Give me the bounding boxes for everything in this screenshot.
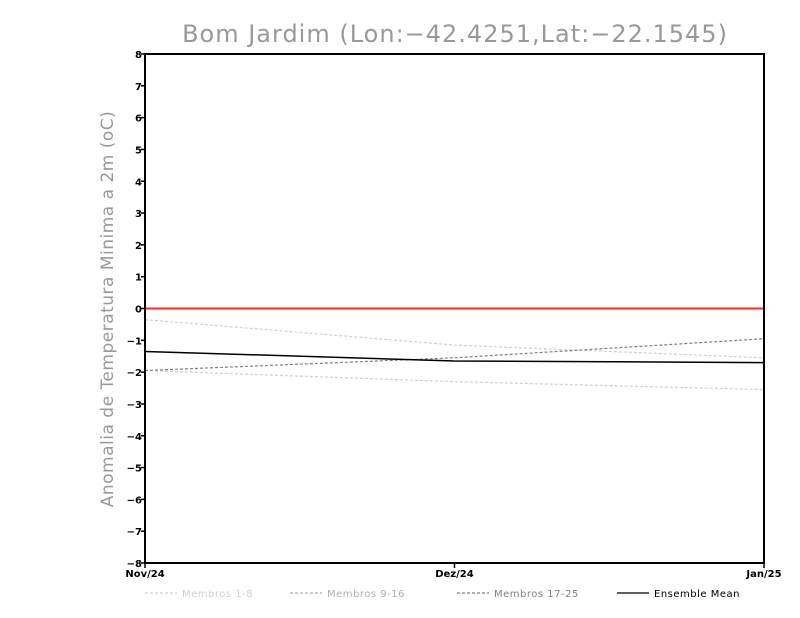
y-tick-label: −5 <box>127 464 142 475</box>
y-tick-label: 0 <box>135 305 142 316</box>
y-tick-label: −3 <box>127 400 142 411</box>
y-tick-label: −6 <box>127 495 142 506</box>
y-tick-label: 4 <box>135 177 142 188</box>
legend-label: Membros 17-25 <box>494 589 579 600</box>
series-line <box>144 338 765 372</box>
chart-title: Bom Jardim (Lon:−42.4251,Lat:−22.1545) <box>182 20 728 48</box>
series-line <box>144 369 765 391</box>
y-tick-label: 8 <box>135 50 142 61</box>
legend-label: Ensemble Mean <box>654 589 740 600</box>
y-tick-label: −2 <box>127 368 142 379</box>
x-tick-label: Jan/25 <box>745 569 781 580</box>
y-tick-label: −8 <box>127 559 142 570</box>
y-tick-label: 6 <box>135 114 142 125</box>
legend-label: Membros 1-8 <box>182 589 253 600</box>
x-tick-label: Dez/24 <box>435 569 474 580</box>
y-tick-label: 7 <box>135 82 142 93</box>
y-tick-label: 5 <box>135 145 142 156</box>
series-line <box>144 350 765 364</box>
y-tick-label: −4 <box>127 432 142 443</box>
series-line <box>144 319 765 359</box>
legend: Membros 1-8 Membros 9-16 Membros 17-25 Ense… <box>145 589 740 600</box>
y-tick-label: −7 <box>127 527 142 538</box>
legend-label: Membros 9-16 <box>327 589 405 600</box>
y-tick-label: 1 <box>135 273 142 284</box>
y-tick-label: −1 <box>127 336 142 347</box>
y-tick-label: 3 <box>135 209 142 220</box>
plot-frame <box>144 53 765 564</box>
y-tick-label: 2 <box>135 241 142 252</box>
y-axis-label: Anomalia de Temperatura Minima a 2m (oC) <box>98 111 118 508</box>
series-lines <box>144 307 765 391</box>
x-tick-label: Nov/24 <box>125 569 164 580</box>
